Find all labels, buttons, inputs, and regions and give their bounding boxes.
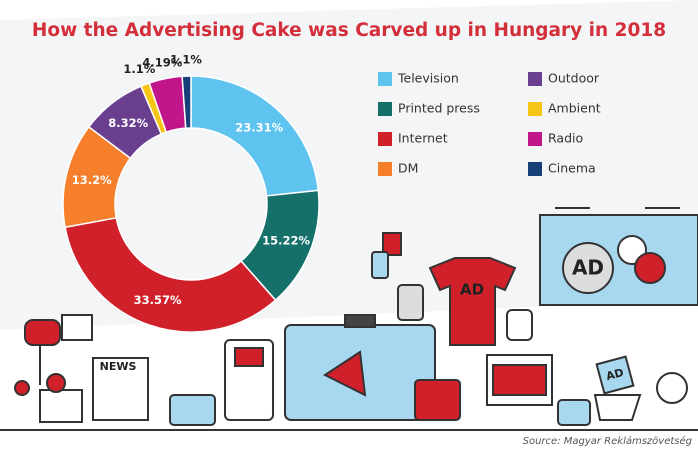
legend-label: DM: [398, 161, 418, 176]
tshirt: [428, 257, 517, 346]
legend-swatch: [528, 132, 542, 146]
cart: [593, 394, 642, 421]
laptop-screen: [492, 364, 547, 396]
value-label: 23.31%: [235, 121, 283, 135]
thumb: [506, 309, 533, 341]
tag-text: AD: [605, 366, 625, 383]
value-label: 13.2%: [72, 173, 112, 187]
donut: 23.31% 15.22% 33.57% 13.2% 8.32% 1.1%4.19%1.1…: [62, 53, 320, 333]
at-sign: [46, 373, 66, 393]
legend-swatch: [378, 132, 392, 146]
value-label: 33.57%: [134, 293, 182, 307]
donut-segment: [64, 216, 277, 333]
phone-icon: [371, 251, 389, 279]
ipod: [397, 284, 424, 321]
legend-swatch: [528, 72, 542, 86]
legend-swatch: [378, 72, 392, 86]
legend-label: Radio: [548, 131, 583, 146]
newspaper: [92, 357, 149, 421]
envelope: [39, 389, 83, 423]
phone-video: [234, 347, 264, 367]
billboard-circle: [634, 252, 666, 284]
billboard-circle: [562, 242, 614, 294]
tag: [595, 355, 635, 395]
info-icon: [382, 232, 402, 256]
camera: [557, 399, 591, 426]
tshirt-text: AD: [460, 281, 484, 299]
donut-segment: [181, 75, 192, 129]
legend-label: Printed press: [398, 101, 480, 116]
radio: [414, 379, 461, 421]
tablet: [169, 394, 216, 426]
newspaper-text: NEWS: [100, 360, 137, 373]
legend-swatch: [528, 102, 542, 116]
value-label: 8.32%: [108, 116, 148, 130]
legend-label: Outdoor: [548, 71, 600, 86]
value-label: 1.1%: [170, 53, 202, 67]
bulb: [656, 372, 688, 404]
mail: [61, 314, 93, 341]
billboard-text: AD: [572, 256, 604, 280]
legend-swatch: [378, 162, 392, 176]
megaphone: [322, 350, 367, 397]
legend-label: Ambient: [548, 101, 601, 116]
value-label: 15.22%: [262, 234, 310, 248]
value-label: 1.1%: [123, 62, 155, 76]
legend-swatch: [528, 162, 542, 176]
monitor-top: [344, 314, 376, 328]
microphone: [14, 380, 30, 396]
legend-swatch: [378, 102, 392, 116]
legend-label: Internet: [398, 131, 448, 146]
legend-label: Television: [397, 71, 459, 86]
legend: Television Printed press Internet DM Outdoor…: [378, 71, 601, 176]
source: Source: Magyar Reklámszövetség: [523, 435, 692, 447]
chart-title: How the Advertising Cake was Carved up i…: [32, 20, 666, 41]
value-label: 4.19%: [142, 55, 182, 69]
illustrations: AD AD AD NEWS: [0, 207, 698, 431]
legend-label: Cinema: [548, 161, 596, 176]
mailbox: [24, 319, 61, 346]
